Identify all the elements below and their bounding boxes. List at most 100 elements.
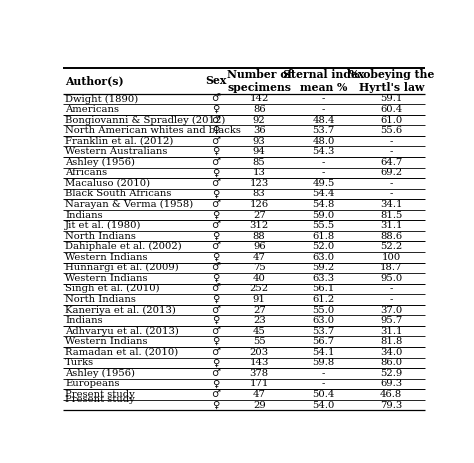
Text: 79.3: 79.3 (380, 400, 402, 409)
Text: 203: 203 (250, 348, 269, 357)
Text: 50.4: 50.4 (312, 390, 335, 399)
Text: 69.2: 69.2 (380, 169, 402, 177)
Text: Sex: Sex (205, 75, 227, 87)
Text: 86.0: 86.0 (380, 358, 402, 367)
Text: ♀: ♀ (212, 211, 219, 219)
Text: 55.0: 55.0 (312, 306, 335, 314)
Text: 55.6: 55.6 (380, 126, 402, 135)
Text: 47: 47 (253, 253, 265, 262)
Text: Dwight (1890): Dwight (1890) (65, 94, 138, 104)
Text: 126: 126 (250, 200, 269, 209)
Text: ♂: ♂ (211, 221, 220, 230)
Text: 13: 13 (253, 169, 265, 177)
Text: 34.1: 34.1 (380, 200, 402, 209)
Text: 36: 36 (253, 126, 265, 135)
Text: 59.2: 59.2 (312, 263, 335, 272)
Text: 123: 123 (250, 179, 269, 188)
Text: 95.7: 95.7 (380, 316, 402, 325)
Text: ♀: ♀ (212, 358, 219, 367)
Text: ♂: ♂ (211, 263, 220, 272)
Text: -: - (322, 369, 325, 378)
Text: 37.0: 37.0 (380, 306, 402, 314)
Text: Turks: Turks (65, 358, 94, 367)
Text: Sternal index
mean %: Sternal index mean % (283, 69, 364, 93)
Text: 88.6: 88.6 (380, 232, 402, 241)
Text: ♂: ♂ (211, 390, 220, 399)
Text: 252: 252 (250, 284, 269, 294)
Text: 23: 23 (253, 316, 265, 325)
Text: 55: 55 (253, 337, 265, 346)
Text: 29: 29 (253, 400, 265, 409)
Text: ♀: ♀ (212, 169, 219, 177)
Text: Indians: Indians (65, 316, 103, 325)
Text: Western Australians: Western Australians (65, 147, 167, 156)
Text: 143: 143 (249, 358, 269, 367)
Text: 49.5: 49.5 (312, 179, 335, 188)
Text: 54.0: 54.0 (312, 400, 335, 409)
Text: Black South Africans: Black South Africans (65, 189, 172, 199)
Text: North Indians: North Indians (65, 232, 136, 241)
Text: ♂: ♂ (211, 94, 220, 104)
Text: 60.4: 60.4 (380, 105, 402, 114)
Text: 59.0: 59.0 (312, 211, 335, 219)
Text: 54.8: 54.8 (312, 200, 335, 209)
Text: 63.3: 63.3 (312, 274, 335, 283)
Text: 52.0: 52.0 (312, 242, 335, 251)
Text: -: - (390, 189, 393, 199)
Text: Western Indians: Western Indians (65, 274, 147, 283)
Text: ♂: ♂ (211, 200, 220, 209)
Text: ♂: ♂ (211, 158, 220, 167)
Text: 83: 83 (253, 189, 265, 199)
Text: 27: 27 (253, 306, 265, 314)
Text: 94: 94 (253, 147, 265, 156)
Text: -: - (390, 295, 393, 304)
Text: 53.7: 53.7 (312, 326, 335, 336)
Text: 63.0: 63.0 (312, 316, 335, 325)
Text: Europeans: Europeans (65, 379, 119, 388)
Text: 92: 92 (253, 116, 265, 125)
Text: ♀: ♀ (212, 189, 219, 199)
Text: ♂: ♂ (211, 284, 220, 294)
Text: Narayan & Verma (1958): Narayan & Verma (1958) (65, 200, 193, 209)
Text: Number of
specimens: Number of specimens (227, 69, 292, 93)
Text: Present study: Present study (65, 395, 135, 404)
Text: 81.8: 81.8 (380, 337, 402, 346)
Text: 34.0: 34.0 (380, 348, 402, 357)
Text: -: - (390, 179, 393, 188)
Text: 47: 47 (253, 390, 265, 399)
Text: North American whites and blacks: North American whites and blacks (65, 126, 241, 135)
Text: 69.3: 69.3 (380, 379, 402, 388)
Text: ♀: ♀ (212, 400, 219, 409)
Text: -: - (390, 284, 393, 294)
Text: 61.0: 61.0 (380, 116, 402, 125)
Text: 93: 93 (253, 137, 265, 146)
Text: Western Indians: Western Indians (65, 253, 147, 262)
Text: Franklin et al. (2012): Franklin et al. (2012) (65, 137, 173, 146)
Text: 56.7: 56.7 (312, 337, 335, 346)
Text: 85: 85 (253, 158, 265, 167)
Text: 54.1: 54.1 (312, 348, 335, 357)
Text: 46.8: 46.8 (380, 390, 402, 399)
Text: 54.3: 54.3 (312, 147, 335, 156)
Text: Bongiovanni & Spradley (2012): Bongiovanni & Spradley (2012) (65, 116, 226, 125)
Text: -: - (322, 94, 325, 104)
Text: Ramadan et al. (2010): Ramadan et al. (2010) (65, 348, 178, 357)
Text: ♀: ♀ (212, 105, 219, 114)
Text: 48.0: 48.0 (312, 137, 335, 146)
Text: 54.4: 54.4 (312, 189, 335, 199)
Text: Kaneriya et al. (2013): Kaneriya et al. (2013) (65, 306, 176, 314)
Text: ♂: ♂ (211, 242, 220, 251)
Text: Dahiphale et al. (2002): Dahiphale et al. (2002) (65, 242, 182, 251)
Text: Ashley (1956): Ashley (1956) (65, 369, 135, 378)
Text: 61.8: 61.8 (312, 232, 335, 241)
Text: Indians: Indians (65, 211, 103, 219)
Text: 64.7: 64.7 (380, 158, 402, 167)
Text: 100: 100 (382, 253, 401, 262)
Text: 96: 96 (253, 242, 265, 251)
Text: ♀: ♀ (212, 147, 219, 156)
Text: ♂: ♂ (211, 179, 220, 188)
Text: ♀: ♀ (212, 295, 219, 304)
Text: ♂: ♂ (211, 326, 220, 336)
Text: 378: 378 (250, 369, 269, 378)
Text: Jit et al. (1980): Jit et al. (1980) (65, 221, 142, 230)
